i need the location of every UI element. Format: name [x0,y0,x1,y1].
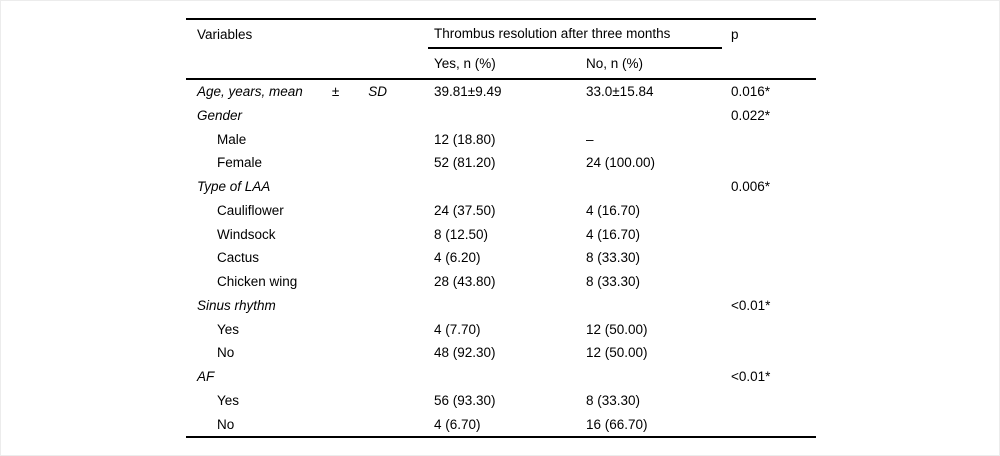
row-label: Cactus [217,250,260,266]
cell-yes: 4 (7.70) [434,321,481,337]
row-label: Yes [217,321,240,337]
header-empty-cell [722,49,816,78]
cell-no: – [586,131,594,147]
table-row-sinus-no: No 48 (92.30) 12 (50.00) [186,341,816,365]
table-row-cauliflower: Cauliflower 24 (37.50) 4 (16.70) [186,199,816,223]
cell-no [581,365,722,389]
cell-yes: 52 (81.20) [434,155,496,171]
cell-p [722,318,816,342]
age-label-justified: Age, years, mean ± SD [197,84,387,100]
cell-p: 0.016* [731,84,771,100]
cell-yes: 12 (18.80) [434,131,496,147]
cell-p [722,270,816,294]
cell-p: <0.01* [731,369,771,385]
table-row-windsock: Windsock 8 (12.50) 4 (16.70) [186,223,816,247]
cell-no [581,294,722,318]
cell-no: 16 (66.70) [586,416,648,432]
cell-p [722,199,816,223]
row-label: Chicken wing [217,274,298,290]
cell-p [722,223,816,247]
table-row-sinus-rhythm: Sinus rhythm <0.01* [186,294,816,318]
header-no: No, n (%) [586,55,644,71]
plus-minus-symbol: ± [331,84,340,100]
cell-p: <0.01* [731,297,771,313]
table-row-af: AF <0.01* [186,365,816,389]
cell-p [722,246,816,270]
header-empty-cell [186,49,428,78]
header-yes: Yes, n (%) [434,55,496,71]
cell-yes [428,104,581,128]
cell-yes [428,175,581,199]
cell-no: 8 (33.30) [586,274,641,290]
cell-p [722,128,816,152]
row-label: Yes [217,392,240,408]
table-row-sinus-yes: Yes 4 (7.70) 12 (50.00) [186,318,816,342]
row-label: Male [217,131,247,147]
cell-p [722,413,816,437]
cell-no: 33.0±15.84 [586,84,654,100]
row-label: Sinus rhythm [197,297,276,313]
header-variables: Variables [197,26,253,42]
cell-yes: 4 (6.70) [434,416,481,432]
cell-p [722,389,816,413]
cell-no: 24 (100.00) [586,155,656,171]
cell-no: 4 (16.70) [586,202,641,218]
cell-no: 4 (16.70) [586,226,641,242]
cell-yes: 28 (43.80) [434,274,496,290]
table-row-male: Male 12 (18.80) – [186,128,816,152]
table-row-age: Age, years, mean ± SD 39.81±9.49 33.0±15… [186,80,816,104]
cell-no: 12 (50.00) [586,345,648,361]
row-label: AF [197,369,215,385]
table-row-type-of-laa: Type of LAA 0.006* [186,175,816,199]
row-label: Female [217,155,263,171]
cell-yes [428,365,581,389]
table-header-row-2: Yes, n (%) No, n (%) [186,49,816,80]
header-p: p [731,26,739,42]
table-row-chicken-wing: Chicken wing 28 (43.80) 8 (33.30) [186,270,816,294]
cell-yes: 4 (6.20) [434,250,481,266]
cell-yes [428,294,581,318]
cell-no: 12 (50.00) [586,321,648,337]
cell-p: 0.006* [731,179,771,195]
row-label: No [217,416,235,432]
cell-yes: 39.81±9.49 [434,84,502,100]
cell-no: 8 (33.30) [586,250,641,266]
row-label: Windsock [217,226,276,242]
row-label: Age, years, mean ± SD [186,80,428,104]
results-table: Variables Thrombus resolution after thre… [186,18,816,439]
cell-p: 0.022* [731,107,771,123]
cell-no: 8 (33.30) [586,392,641,408]
cell-yes: 24 (37.50) [434,202,496,218]
row-label: Gender [197,107,243,123]
cell-p [722,151,816,175]
row-label: Cauliflower [217,202,284,218]
table-row-female: Female 52 (81.20) 24 (100.00) [186,151,816,175]
cell-yes: 56 (93.30) [434,392,496,408]
table-row-af-yes: Yes 56 (93.30) 8 (33.30) [186,389,816,413]
table-row-gender: Gender 0.022* [186,104,816,128]
table-body: Age, years, mean ± SD 39.81±9.49 33.0±15… [186,80,816,436]
cell-no [581,104,722,128]
cell-yes: 8 (12.50) [434,226,489,242]
cell-yes: 48 (92.30) [434,345,496,361]
table-header-row-1: Variables Thrombus resolution after thre… [186,20,816,49]
table-row-af-no: No 4 (6.70) 16 (66.70) [186,413,816,437]
row-label: No [217,345,235,361]
table-row-cactus: Cactus 4 (6.20) 8 (33.30) [186,246,816,270]
row-label: Type of LAA [197,179,271,195]
header-span-thrombus-resolution: Thrombus resolution after three months [428,20,722,49]
cell-p [722,341,816,365]
cell-no [581,175,722,199]
